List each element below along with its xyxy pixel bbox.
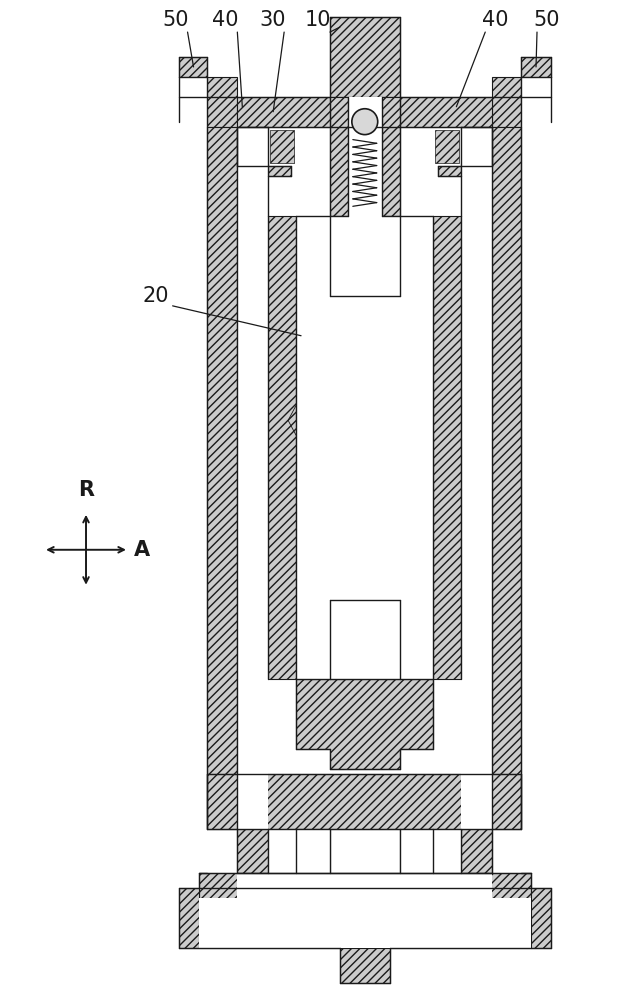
Polygon shape [330,17,399,97]
Text: A: A [134,540,150,560]
Polygon shape [296,679,433,769]
Bar [237,873,493,938]
Polygon shape [399,829,433,873]
Polygon shape [268,216,296,679]
Text: 50: 50 [162,10,189,30]
Bar [296,829,330,873]
Polygon shape [270,130,294,163]
Text: 20: 20 [142,286,169,306]
Polygon shape [461,829,493,873]
Polygon shape [531,888,551,948]
Polygon shape [340,948,390,983]
Bar [461,127,493,829]
Text: R: R [78,480,94,500]
Bar [521,77,551,127]
Bar [268,829,296,873]
Bar [348,97,382,216]
Polygon shape [433,216,461,679]
Bar [199,898,531,948]
Polygon shape [330,600,399,679]
Polygon shape [493,127,521,829]
Polygon shape [296,829,330,873]
Polygon shape [237,829,268,873]
Bar [399,829,433,873]
Text: 30: 30 [259,10,286,30]
Polygon shape [179,57,237,127]
Text: 40: 40 [212,10,238,30]
Polygon shape [438,127,493,176]
Polygon shape [435,130,459,163]
Bar [237,127,268,829]
Polygon shape [330,216,399,296]
Text: 40: 40 [482,10,508,30]
Polygon shape [179,888,199,948]
Bar [179,77,208,127]
Polygon shape [208,127,237,829]
Polygon shape [237,97,493,127]
Bar [296,216,433,679]
Text: 10: 10 [304,10,331,30]
Bar [433,829,461,873]
Polygon shape [330,97,348,216]
Circle shape [352,109,378,135]
Polygon shape [493,57,551,127]
Polygon shape [208,774,521,829]
Polygon shape [237,127,291,176]
Polygon shape [199,873,531,948]
Bar [330,296,399,600]
Polygon shape [382,97,399,216]
Text: 50: 50 [534,10,560,30]
